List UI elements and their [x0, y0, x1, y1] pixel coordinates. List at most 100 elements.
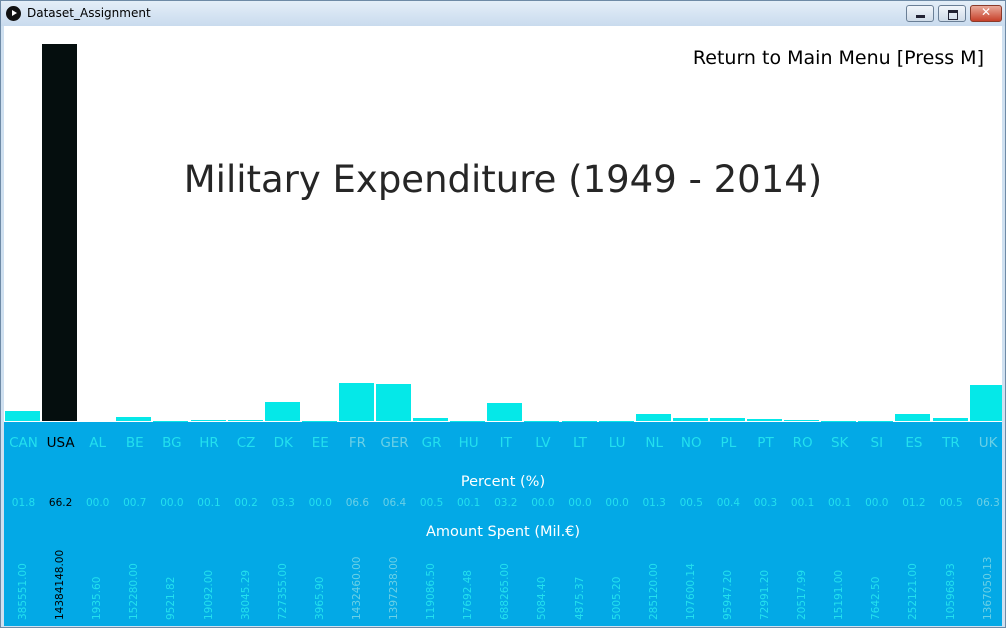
category-label[interactable]: GR [421, 435, 442, 451]
bar-no[interactable] [672, 418, 708, 421]
window-title: Dataset_Assignment [27, 6, 151, 20]
bar-uk[interactable] [969, 385, 1002, 421]
percent-value: 00.0 [865, 497, 889, 509]
bar-nl[interactable] [635, 413, 671, 421]
data-panel [4, 422, 1002, 626]
amount-value: 9521.82 [163, 577, 179, 620]
category-label[interactable]: IT [499, 435, 512, 451]
amount-value: 38045.29 [238, 570, 254, 620]
bar-pt[interactable] [747, 419, 782, 421]
amount-value: 107600.14 [683, 563, 699, 620]
percent-value: 00.0 [85, 497, 110, 509]
bar-be[interactable] [116, 417, 152, 421]
bar-es[interactable] [895, 414, 931, 421]
percent-value: 06.3 [976, 497, 1000, 509]
category-label[interactable]: HR [199, 435, 219, 451]
maximize-icon [948, 10, 958, 20]
category-label[interactable]: SI [870, 435, 884, 451]
amount-value: 3965.90 [312, 577, 328, 620]
category-label[interactable]: USA [46, 435, 75, 451]
amount-value: 17692.48 [460, 570, 476, 620]
play-icon [6, 6, 21, 21]
category-label[interactable]: DK [273, 435, 293, 451]
bar-dk[interactable] [264, 401, 300, 421]
amount-value: 252121.00 [905, 563, 921, 620]
amount-value: 7642.50 [868, 577, 884, 620]
category-label[interactable]: NL [645, 435, 663, 451]
amount-value: 1367050.13 [980, 557, 996, 620]
percent-value: 00.0 [160, 497, 184, 509]
amount-value: 72991.20 [757, 570, 773, 620]
category-label[interactable]: LU [608, 435, 626, 451]
percent-value: 01.3 [642, 497, 666, 509]
amount-value: 15191.00 [831, 570, 847, 620]
category-label[interactable]: RO [792, 435, 813, 451]
amount-value: 1432460.00 [349, 557, 365, 620]
bar-usa[interactable] [42, 44, 78, 421]
amount-value: 119086.50 [423, 563, 439, 620]
category-label[interactable]: SK [830, 435, 849, 451]
bar-cz[interactable] [227, 420, 263, 421]
amount-value: 385551.00 [15, 563, 31, 620]
percent-value: 06.4 [382, 497, 407, 509]
category-label[interactable]: PT [757, 435, 774, 451]
category-label[interactable]: BE [125, 435, 144, 451]
bar-it[interactable] [487, 402, 523, 421]
amount-value: 105968.93 [943, 563, 959, 620]
category-label[interactable]: HU [458, 435, 479, 451]
amount-value: 95947.20 [720, 570, 736, 620]
percent-value: 00.1 [197, 497, 221, 509]
bar-hr[interactable] [190, 420, 226, 421]
category-label[interactable]: TR [942, 435, 960, 451]
amount-value: 152280.00 [126, 563, 142, 620]
minimize-icon [916, 15, 925, 18]
category-label[interactable]: CAN [9, 435, 38, 451]
category-label[interactable]: ES [905, 435, 923, 451]
amount-value: 20517.99 [794, 570, 810, 620]
bar-fr[interactable] [338, 383, 374, 421]
amount-value: 14384148.00 [52, 550, 68, 620]
amount-value: 688265.00 [497, 563, 513, 620]
maximize-button[interactable] [938, 5, 966, 22]
percent-value: 00.0 [568, 497, 592, 509]
amount-value: 1397238.00 [386, 557, 402, 620]
percent-value: 00.5 [679, 497, 703, 509]
category-label[interactable]: BG [162, 435, 182, 451]
chart-canvas: Return to Main Menu [Press M] Military E… [4, 26, 1002, 626]
bar-gr[interactable] [413, 417, 449, 421]
percent-value: 00.0 [605, 497, 629, 509]
bar-tr[interactable] [932, 418, 968, 421]
amount-value: 727355.00 [275, 563, 291, 620]
category-label[interactable]: EE [311, 435, 329, 451]
category-label[interactable]: LT [573, 435, 587, 451]
percent-value: 00.7 [123, 497, 147, 509]
category-label[interactable]: NO [680, 435, 702, 451]
percent-value: 00.0 [308, 497, 332, 509]
bar-ro[interactable] [784, 420, 820, 421]
percent-value: 06.6 [345, 497, 370, 509]
percent-value: 00.5 [939, 497, 963, 509]
category-label[interactable]: FR [348, 435, 366, 451]
category-label[interactable]: LV [535, 435, 551, 451]
percent-value: 01.8 [11, 497, 36, 509]
category-label[interactable]: GER [380, 435, 409, 451]
amount-value: 19092.00 [201, 570, 217, 620]
bar-can[interactable] [5, 410, 40, 421]
percent-value: 00.3 [753, 497, 778, 509]
category-label[interactable]: CZ [236, 435, 256, 451]
bar-pl[interactable] [709, 418, 745, 421]
close-button[interactable]: ✕ [970, 5, 1002, 22]
percent-value: 66.2 [48, 497, 73, 509]
amount-value: 4875.37 [572, 577, 588, 620]
minimize-button[interactable] [906, 5, 934, 22]
category-label[interactable]: PL [720, 435, 737, 451]
title-bar: Dataset_Assignment ✕ [1, 1, 1005, 26]
return-to-menu-link[interactable]: Return to Main Menu [Press M] [692, 47, 984, 69]
category-label[interactable]: AL [89, 435, 107, 451]
percent-value: 00.1 [456, 497, 481, 509]
category-label[interactable]: UK [978, 435, 998, 451]
bar-ger[interactable] [376, 384, 411, 421]
percent-value: 00.4 [716, 497, 741, 509]
percent-value: 00.1 [790, 497, 815, 509]
